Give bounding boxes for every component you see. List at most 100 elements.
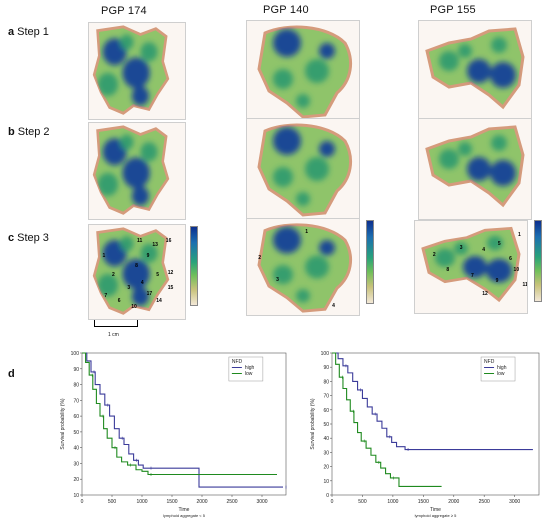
heatmap-step1-pgp140 [246,20,360,122]
legend-title: NFD [484,359,495,365]
y-tick-label: 50 [73,430,79,436]
y-tick-label: 60 [73,414,79,420]
region-number: 3 [459,244,463,251]
km-curve-low [332,352,442,488]
region-number: 1 [305,228,309,235]
region-number: 2 [258,255,261,262]
region-number: 12 [482,290,488,297]
region-number: 8 [135,262,138,269]
region-number: 2 [432,252,436,259]
density-hotspot [296,289,310,303]
region-number: 14 [156,298,162,305]
y-tick-label: 10 [73,493,79,499]
density-hotspot [131,86,149,106]
density-hotspot [305,59,329,83]
row-label-c: c Step 3 [8,232,49,244]
panel-letter-b: b [8,126,15,138]
region-number: 9 [495,278,499,285]
y-tick-label: 90 [323,365,329,371]
heatmap-svg [425,27,525,110]
y-tick-label: 20 [73,477,79,483]
density-hotspot [140,42,158,62]
panel-letter-a: a [8,26,15,38]
legend-label-high: high [497,365,507,371]
density-hotspot [296,94,310,108]
density-hotspot [487,235,503,251]
km-curve-high [82,352,283,488]
legend-label-low: low [245,371,253,377]
x-tick-label: 2500 [479,499,490,505]
heatmap-step2-pgp174 [88,122,186,220]
y-tick-label: 80 [73,383,79,389]
region-number: 15 [167,285,174,292]
density-hotspot [122,258,150,289]
density-hotspot [467,157,491,181]
y-tick-label: 60 [323,408,329,414]
y-tick-label: 0 [326,493,329,499]
y-tick-label: 100 [321,351,330,357]
region-number: 1 [518,232,521,239]
density-hotspot [131,287,149,306]
heatmap-svg [257,25,353,119]
region-number: 4 [482,246,485,253]
x-tick-label: 2500 [226,499,237,505]
density-hotspot [273,69,293,89]
region-number: 3 [127,285,131,292]
density-hotspot [122,57,150,89]
colorbar-pgp174 [190,226,198,306]
legend-box [228,356,264,382]
density-hotspot [305,157,329,181]
y-tick-label: 20 [323,465,329,471]
region-number: 6 [509,255,512,262]
x-axis-label: Time [430,507,441,513]
x-tick-label: 500 [108,499,117,505]
region-number: 9 [146,253,150,260]
density-hotspot [97,172,119,196]
heatmap-step1-pgp155 [418,20,532,122]
plot-frame [81,352,287,496]
density-hotspot [467,59,491,83]
density-hotspot [486,258,512,283]
y-tick-label: 100 [71,351,80,357]
heatmap-step3-pgp155: 1 2 3 4 5 6 7 8 9 10 11 12 [414,220,528,314]
density-hotspot [458,44,472,58]
region-number: 13 [152,241,158,248]
region-number: 5 [497,241,501,248]
row-label-a: a Step 1 [8,26,49,38]
heatmap-svg [257,123,353,217]
y-tick-label: 90 [73,367,79,373]
density-hotspot [490,62,516,88]
density-hotspot [463,255,487,279]
x-tick-label: 0 [331,499,334,505]
heatmap-step2-pgp155 [418,118,532,220]
density-hotspot [454,242,468,256]
y-tick-label: 40 [73,446,79,452]
region-number: 2 [112,272,115,278]
heatmap-svg [425,125,525,208]
density-hotspot [296,192,310,206]
colorbar-pgp140 [366,220,374,304]
row-label-d: d [8,368,18,380]
y-tick-label: 80 [323,379,329,385]
region-number: 8 [446,267,450,273]
y-tick-label: 30 [73,461,79,467]
heatmap-svg [257,223,353,313]
density-hotspot [319,240,335,256]
region-number: 10 [131,303,137,310]
y-axis-label: Survival probability (%) [60,398,66,449]
heatmap-step3-pgp140: 1 2 3 4 [246,218,360,316]
x-tick-label: 0 [81,499,84,505]
x-tick-label: 1000 [136,499,147,505]
region-number: 4 [140,279,144,286]
region-number: 12 [167,270,174,277]
x-tick-label: 500 [358,499,367,505]
scale-bar-label: 1 cm [108,332,119,338]
y-tick-label: 30 [323,450,329,456]
region-number: 17 [146,290,153,297]
density-hotspot [119,236,134,252]
heatmap-step1-pgp174 [88,22,186,120]
region-number: 5 [156,272,159,278]
step-label-b: Step 2 [17,126,50,138]
